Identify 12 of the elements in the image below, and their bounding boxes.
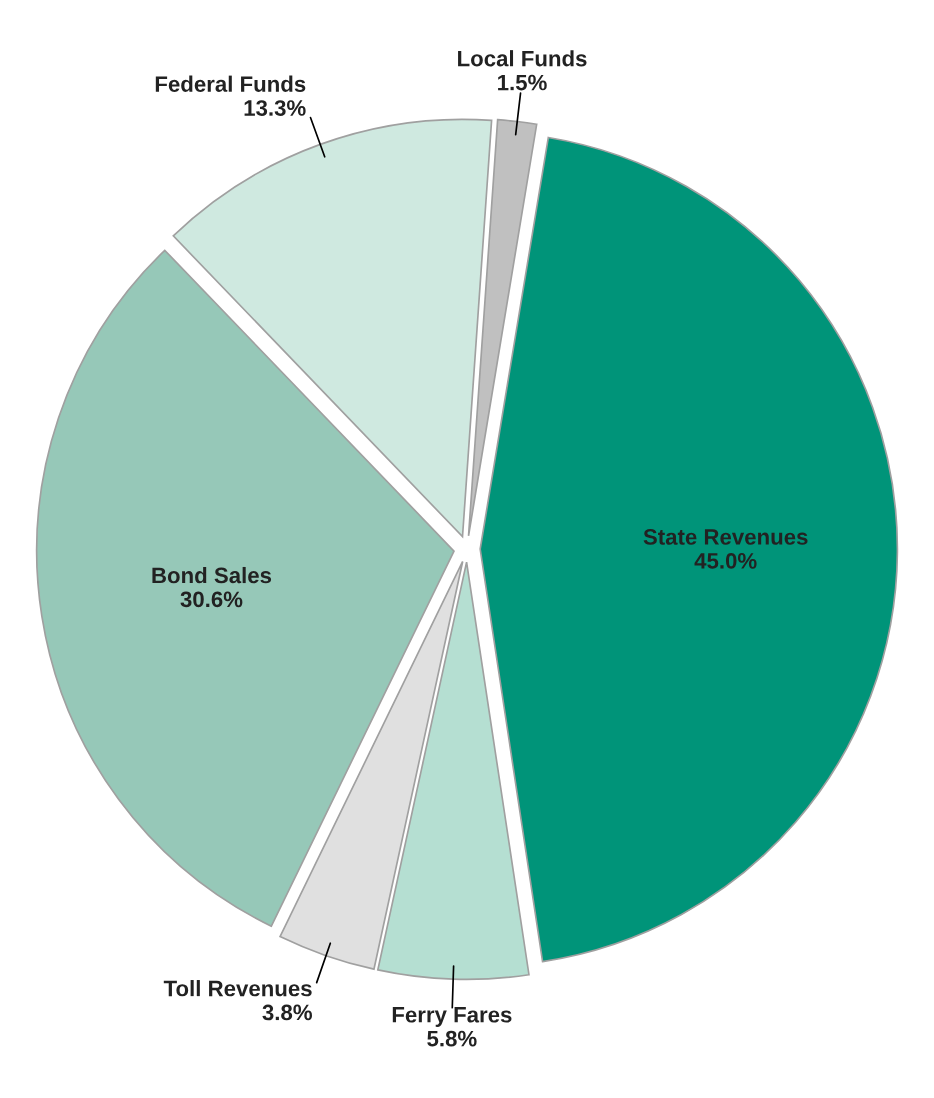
slice-label: Bond Sales	[152, 566, 272, 584]
slice-label: Local Funds	[458, 50, 587, 67]
slice-label: Federal Funds	[155, 75, 306, 92]
data-label: 45.0%	[694, 553, 757, 569]
data-label: 3.8%	[262, 1004, 312, 1021]
slice-label: Ferry Fares	[392, 1007, 512, 1027]
slice-label: Toll Revenues	[163, 980, 312, 997]
data-label: 30.6%	[180, 591, 243, 608]
data-label: 5.8%	[427, 1030, 477, 1047]
data-label: 13.3%	[244, 100, 306, 116]
data-label: 1.5%	[498, 74, 547, 91]
slice-label: State Revenues	[643, 529, 808, 545]
